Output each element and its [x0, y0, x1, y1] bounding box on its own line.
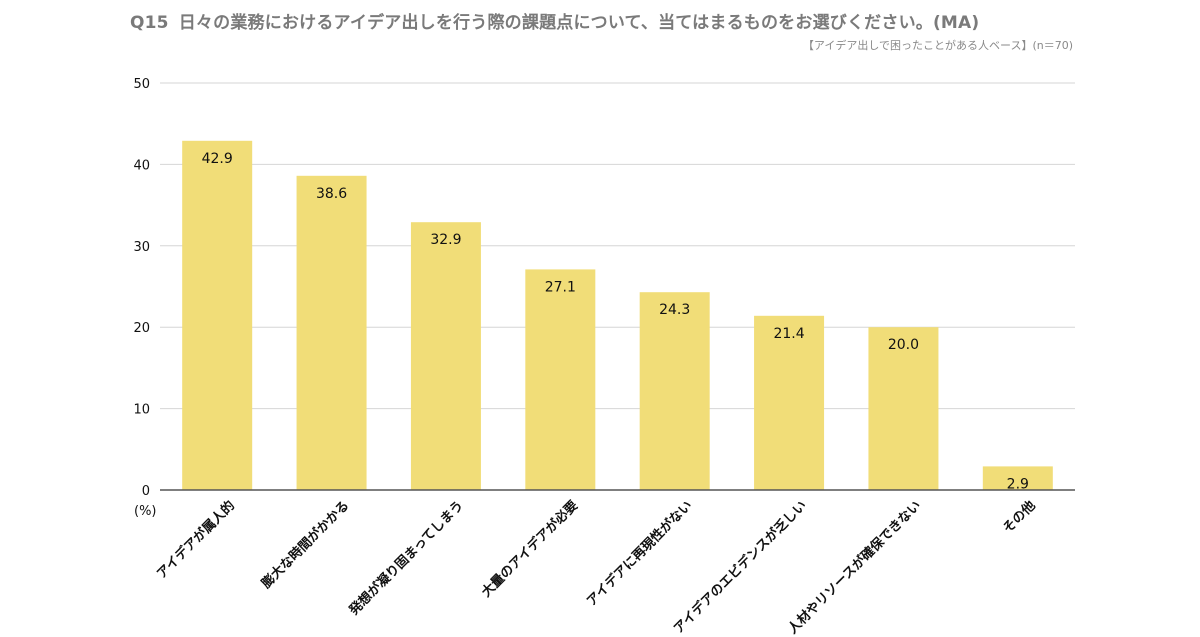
- bar: [639, 292, 710, 490]
- data-label: 27.1: [545, 279, 576, 295]
- y-tick-label: 50: [133, 77, 150, 92]
- bar: [982, 466, 1053, 490]
- y-tick-label: 30: [133, 240, 150, 255]
- bar: [754, 315, 825, 490]
- category-label: アイデアのエビデンスが乏しい: [671, 498, 810, 637]
- category-label: 人材やリソースが確保できない: [785, 498, 925, 637]
- y-unit-label: (%): [134, 504, 157, 519]
- category-label: 膨大な時間がかかる: [258, 498, 353, 593]
- category-labels: アイデアが属人的 膨大な時間がかかる発想が凝り固まってしまう 大量のアイデアが必要ア…: [154, 498, 1039, 637]
- data-label: 24.3: [659, 302, 690, 318]
- chart-title: Q15 日々の業務におけるアイデア出しを行う際の課題点について、当てはまるものをお…: [130, 8, 979, 33]
- category-label: 大量のアイデアが必要: [478, 498, 581, 601]
- y-tick-label: 0: [142, 484, 150, 499]
- bars: [182, 140, 1053, 490]
- data-label: 42.9: [202, 151, 233, 167]
- data-label: 32.9: [430, 232, 461, 248]
- question-text: 日々の業務におけるアイデア出しを行う際の課題点について、当てはまるものをお選びく…: [178, 13, 980, 33]
- y-axis-ticks: 0 10 20 30 40 50: [133, 77, 150, 499]
- data-labels: 42.9 38.6 32.9 27.1 24.3 21.4 20.0 2.9: [202, 151, 1029, 493]
- chart-subtitle: 【アイデア出しで困ったことがある人ベース】(n＝70): [802, 39, 1073, 52]
- category-label: その他: [1000, 498, 1039, 537]
- bar: [296, 175, 367, 490]
- y-tick-label: 20: [133, 321, 150, 336]
- category-label: 発想が凝り固まってしまう: [345, 498, 467, 620]
- data-label: 2.9: [1007, 476, 1029, 492]
- data-label: 21.4: [773, 326, 804, 342]
- category-label: アイデアに再現性がない: [584, 498, 696, 610]
- y-tick-label: 10: [133, 403, 150, 418]
- data-label: 38.6: [316, 186, 347, 202]
- y-tick-label: 40: [133, 158, 150, 173]
- bar: [868, 327, 939, 490]
- question-number: Q15: [130, 13, 169, 33]
- bar: [410, 222, 481, 490]
- bar: [182, 140, 253, 490]
- category-label: アイデアが属人的: [154, 498, 238, 582]
- data-label: 20.0: [888, 337, 919, 353]
- bar: [525, 269, 596, 490]
